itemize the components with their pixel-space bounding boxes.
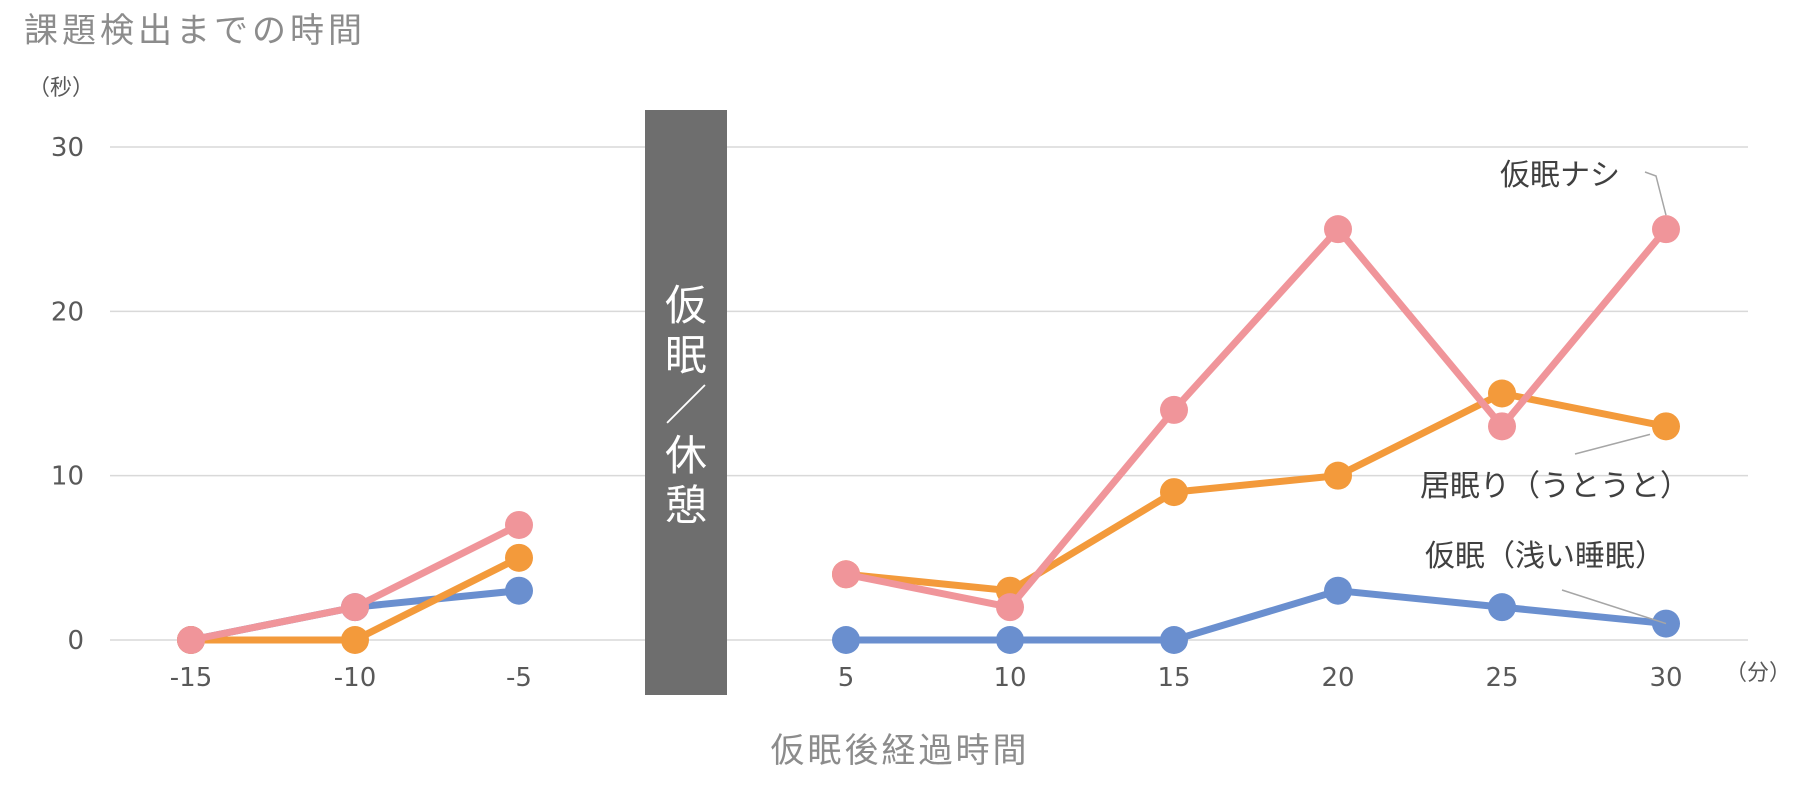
y-axis-ticks: 0 10 20 30 (51, 133, 84, 656)
series-line (842, 225, 1670, 611)
data-point (996, 593, 1024, 622)
data-point (1324, 215, 1352, 244)
x-axis-ticks: -15 -10 -5 5 10 15 20 25 30 (170, 663, 1683, 693)
x-axis-unit: （分） (1725, 661, 1791, 686)
y-tick-label: 30 (51, 133, 84, 163)
break-bar-rect (645, 110, 727, 695)
data-point (996, 626, 1024, 654)
break-bar-label: 仮眠／休憩 (665, 281, 707, 530)
data-point (1488, 593, 1516, 622)
y-tick-label: 10 (51, 462, 84, 492)
leader-line (1574, 433, 1651, 455)
x-tick-label: -10 (334, 663, 376, 693)
series-line (842, 390, 1670, 595)
data-point (341, 593, 369, 622)
data-point (1160, 395, 1188, 424)
y-axis-unit: （秒） (28, 76, 94, 101)
x-tick-label: 15 (1157, 663, 1190, 693)
data-point (505, 543, 533, 572)
series-line (842, 587, 1670, 644)
data-point (832, 560, 860, 589)
series-label: 居眠り（うとうと） (1420, 469, 1690, 504)
series-1 (177, 379, 1680, 654)
data-point (177, 626, 205, 654)
leader-line (1644, 171, 1667, 216)
x-tick-label: 10 (993, 663, 1026, 693)
data-point (1652, 215, 1680, 244)
series-label: 仮眠ナシ (1500, 158, 1620, 193)
chart-title: 課題検出までの時間 (24, 11, 366, 51)
x-axis-label: 仮眠後経過時間 (771, 731, 1030, 771)
y-tick-label: 0 (67, 626, 84, 656)
series-label: 仮眠（浅い睡眠） (1425, 539, 1665, 574)
data-point (1324, 576, 1352, 605)
data-point (1160, 626, 1188, 654)
series-0 (177, 215, 1680, 654)
data-point (832, 626, 860, 654)
break-bar: 仮眠／休憩 (645, 110, 727, 695)
data-point (1488, 379, 1516, 408)
data-point (1488, 412, 1516, 441)
data-point (1324, 461, 1352, 490)
x-tick-label: 20 (1321, 663, 1354, 693)
series-lines (177, 215, 1680, 654)
data-point (505, 510, 533, 539)
data-point (1160, 478, 1188, 507)
data-point (341, 626, 369, 654)
x-tick-label: 30 (1649, 663, 1682, 693)
x-tick-label: -15 (170, 663, 212, 693)
leader-line (1561, 589, 1667, 625)
data-point (505, 576, 533, 605)
x-tick-label: -5 (506, 663, 532, 693)
x-tick-label: 25 (1485, 663, 1518, 693)
x-tick-label: 5 (838, 663, 855, 693)
y-tick-label: 20 (51, 297, 84, 327)
data-point (1652, 412, 1680, 441)
